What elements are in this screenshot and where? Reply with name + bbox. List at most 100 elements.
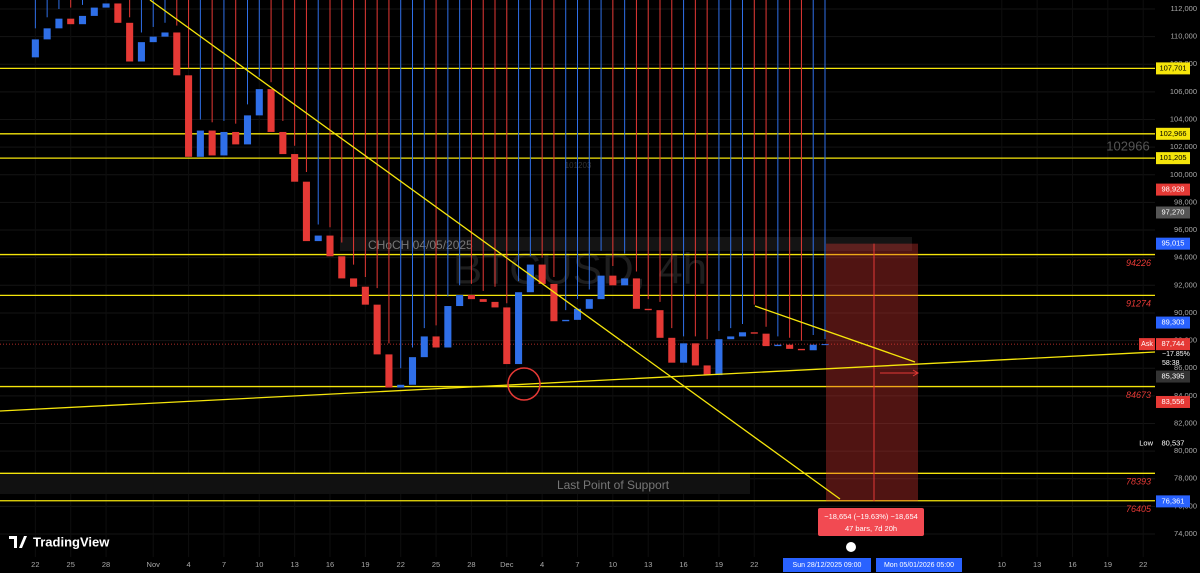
x-tick-label: 4 (540, 560, 544, 569)
date-box (783, 558, 871, 572)
candle-body (31, 39, 39, 58)
candle-body (632, 278, 640, 309)
candle-body (762, 333, 770, 347)
candle-body (538, 264, 546, 284)
candle-body (444, 306, 452, 348)
flag-icon (846, 542, 856, 552)
y-tick-label: 90,000 (1174, 308, 1197, 317)
price-badge-label: 98,928 (1162, 185, 1185, 194)
x-tick-label: 25 (67, 560, 75, 569)
level-label: 102,966 (1159, 129, 1186, 138)
price-badge (1156, 370, 1190, 383)
x-tick-label: 10 (255, 560, 263, 569)
price-badge-label: 83,556 (1162, 397, 1185, 406)
level-label: 107,701 (1159, 63, 1186, 72)
mid-label: 101203 (565, 161, 592, 170)
candle-body (220, 131, 228, 156)
price-badge-label: 76,361 (1162, 496, 1185, 505)
y-tick-label: 96,000 (1174, 225, 1197, 234)
x-tick-label: 19 (1104, 560, 1112, 569)
watermark: BTCUSD, 4h (453, 245, 707, 294)
candle-body (302, 181, 310, 242)
candle-body (703, 365, 711, 376)
candle-body (126, 22, 134, 62)
x-tick-label: 16 (1068, 560, 1076, 569)
y-tick-label: 98,000 (1174, 197, 1197, 206)
x-tick-label: 28 (102, 560, 110, 569)
highlight-circle (507, 367, 541, 401)
time-axis (0, 557, 1200, 573)
x-tick-label: 7 (222, 560, 226, 569)
trendline (0, 351, 1156, 412)
measure-box (818, 508, 924, 536)
candle-body (503, 307, 511, 365)
trendline (754, 305, 916, 363)
candle-body (479, 299, 487, 302)
x-tick-label: Nov (147, 560, 161, 569)
level-badge (1156, 152, 1190, 165)
x-tick-label: 28 (467, 560, 475, 569)
x-tick-label: 22 (31, 560, 39, 569)
candle-body (774, 344, 782, 347)
candle-body (208, 130, 216, 156)
price-badge (1156, 495, 1190, 508)
y-tick-label: 80,000 (1174, 446, 1197, 455)
level-label: 94226 (1126, 258, 1151, 268)
y-tick-label: 78,000 (1174, 474, 1197, 483)
candle-body (149, 36, 157, 43)
logo: TradingView (9, 534, 110, 549)
ghost-label: 102966 (1106, 138, 1149, 153)
candle-body (786, 344, 794, 349)
x-tick-label: 22 (1139, 560, 1147, 569)
countdown-label: 58:38 (1162, 360, 1180, 367)
x-tick-label: 13 (644, 560, 652, 569)
candle-body (55, 18, 63, 29)
candle-body (597, 275, 605, 300)
candle-body (573, 308, 582, 320)
candle-body (668, 337, 676, 363)
change-label: −17.85% (1162, 351, 1190, 358)
candle-body (680, 343, 688, 363)
candle-body (267, 89, 275, 132)
x-tick-label: 13 (290, 560, 298, 569)
candle-body (255, 89, 263, 116)
logo-mark (9, 536, 27, 548)
measure-label: −18,654 (−19.63%) −18,654 (824, 512, 918, 521)
x-tick-label: 7 (575, 560, 579, 569)
candle-body (173, 32, 181, 76)
support-box (0, 474, 750, 494)
candle-body (361, 286, 369, 305)
candle-body (585, 299, 593, 309)
y-tick-label: 92,000 (1174, 280, 1197, 289)
date-box (876, 558, 962, 572)
level-label: 78393 (1126, 477, 1151, 487)
price-badge-label: 97,270 (1162, 207, 1185, 216)
price-badge (1156, 237, 1190, 250)
x-tick-label: 19 (715, 560, 723, 569)
x-tick-label: 25 (432, 560, 440, 569)
x-tick-label: 13 (1033, 560, 1041, 569)
candle-body (420, 336, 428, 358)
candle-body (232, 131, 240, 145)
y-tick-label: 74,000 (1174, 529, 1197, 538)
trendline (149, 0, 841, 500)
y-tick-label: 82,000 (1174, 418, 1197, 427)
candle-body (314, 235, 322, 242)
candle-body (562, 319, 570, 322)
candle-body (456, 294, 464, 307)
y-tick-label: 100,000 (1170, 170, 1197, 179)
level-label: 91274 (1126, 299, 1151, 309)
y-tick-label: 94,000 (1174, 253, 1197, 262)
low-label: 80,537 (1162, 439, 1185, 448)
candle-body (196, 130, 204, 157)
x-tick-label: 10 (998, 560, 1006, 569)
price-badge (1156, 206, 1190, 219)
x-tick-label: 22 (750, 560, 758, 569)
candle-body (67, 18, 75, 25)
level-label: 84673 (1126, 390, 1151, 400)
level-badge (1156, 127, 1190, 140)
y-tick-label: 110,000 (1170, 32, 1197, 41)
candle-body (102, 3, 110, 8)
candle-body (90, 7, 98, 16)
